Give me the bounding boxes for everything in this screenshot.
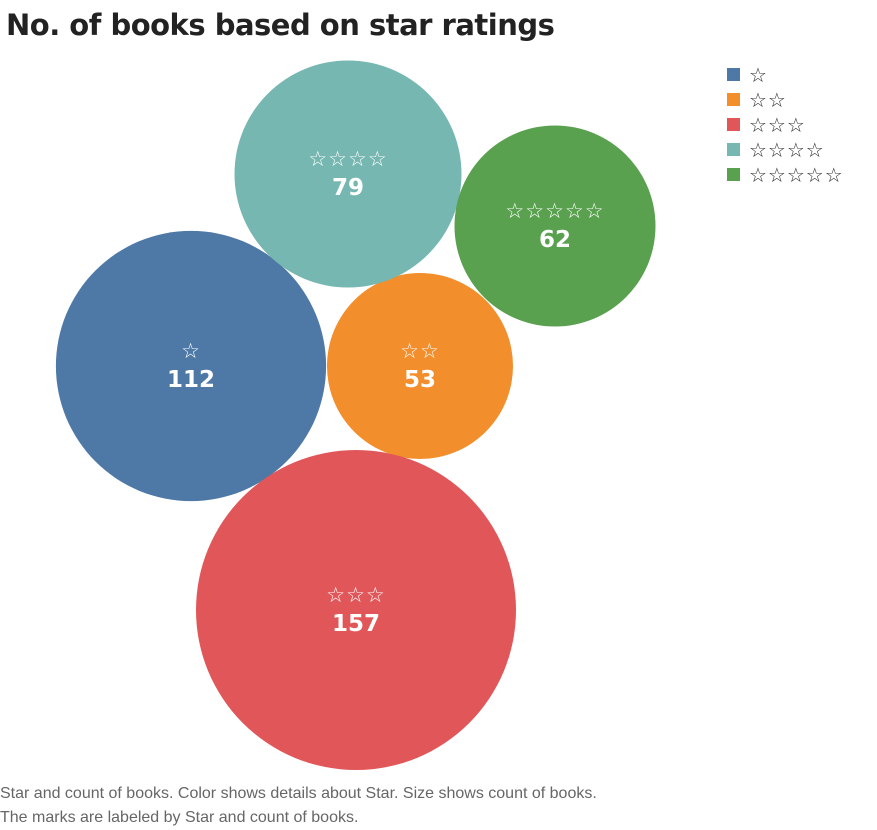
bubble-2-star[interactable] xyxy=(327,273,513,459)
legend-label: ☆ xyxy=(749,62,768,87)
bubble-value-label: 62 xyxy=(539,227,571,253)
legend-item[interactable]: ☆☆☆ xyxy=(727,112,873,137)
bubble-value-label: 79 xyxy=(332,175,364,201)
bubble-star-label: ☆☆☆☆☆ xyxy=(505,199,604,223)
bubble-value-label: 112 xyxy=(167,367,215,393)
legend-item[interactable]: ☆☆☆☆☆ xyxy=(727,162,873,187)
caption-line: Star and count of books. Color shows det… xyxy=(0,785,597,802)
legend-swatch xyxy=(727,118,740,131)
bubble-1-star[interactable] xyxy=(55,230,327,502)
bubble-star-label: ☆☆☆☆ xyxy=(308,147,387,171)
bubble-star-label: ☆☆ xyxy=(400,339,440,363)
legend-label: ☆☆☆☆☆ xyxy=(749,162,844,187)
legend-label: ☆☆☆ xyxy=(749,112,806,137)
legend-swatch xyxy=(727,93,740,106)
legend-swatch xyxy=(727,168,740,181)
bubble-star-label: ☆ xyxy=(181,339,201,363)
bubble-value-label: 53 xyxy=(404,367,436,393)
legend: ☆ ☆☆ ☆☆☆ ☆☆☆☆ ☆☆☆☆☆ xyxy=(727,62,873,187)
chart-caption: Star and count of books. Color shows det… xyxy=(0,782,877,830)
legend-item[interactable]: ☆ xyxy=(727,62,873,87)
caption-line: The marks are labeled by Star and count … xyxy=(0,809,359,826)
legend-label: ☆☆ xyxy=(749,87,787,112)
legend-item[interactable]: ☆☆ xyxy=(727,87,873,112)
bubble-star-label: ☆☆☆ xyxy=(326,583,385,607)
legend-swatch xyxy=(727,68,740,81)
bubble-5-star[interactable] xyxy=(454,125,656,327)
bubble-4-star[interactable] xyxy=(234,60,462,288)
legend-swatch xyxy=(727,143,740,156)
bubble-value-label: 157 xyxy=(332,611,380,637)
legend-label: ☆☆☆☆ xyxy=(749,137,825,162)
legend-item[interactable]: ☆☆☆☆ xyxy=(727,137,873,162)
chart-title: No. of books based on star ratings xyxy=(6,8,555,42)
bubble-3-star[interactable] xyxy=(196,450,516,770)
